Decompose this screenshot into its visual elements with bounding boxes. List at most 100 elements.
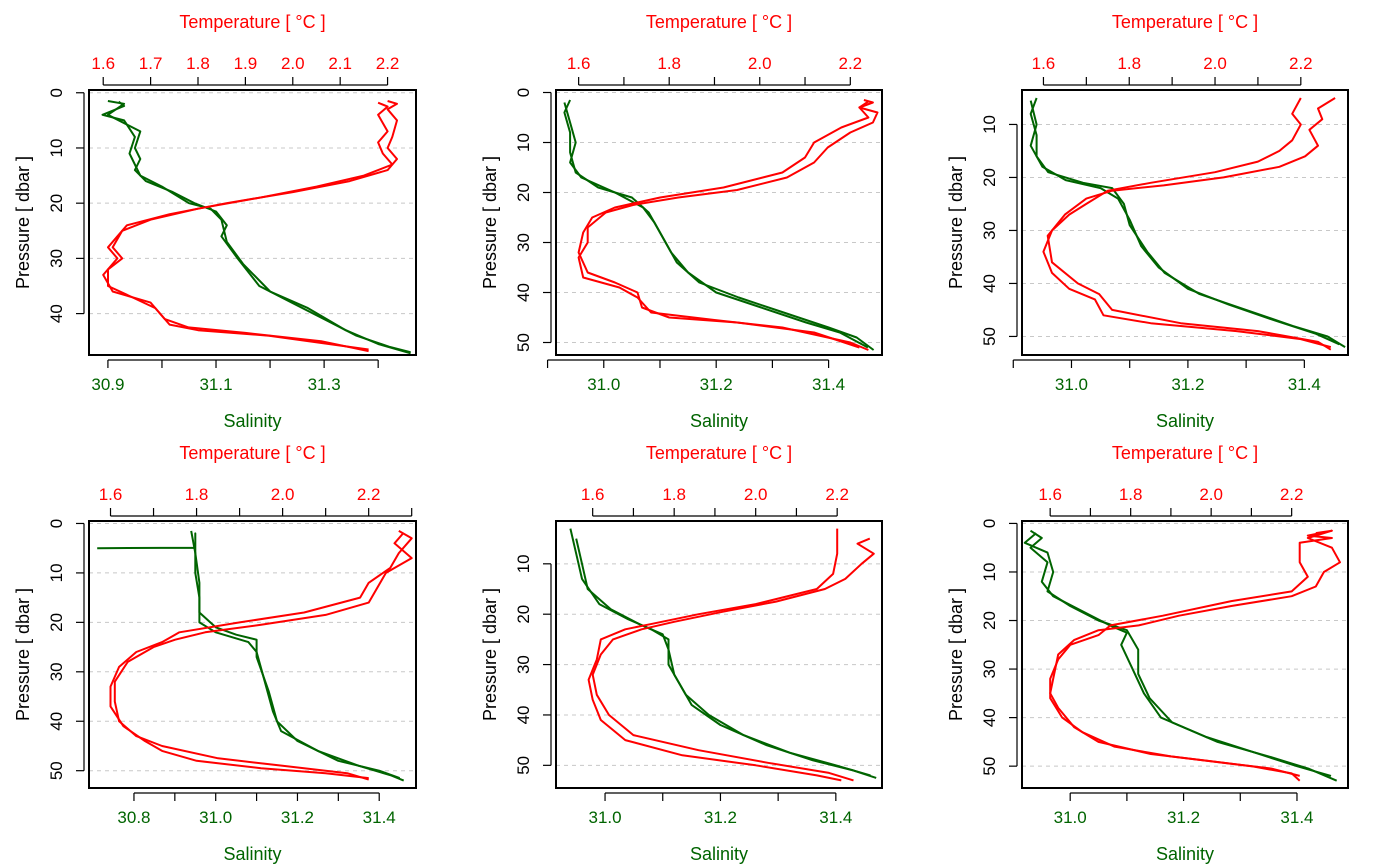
temperature-profile-line <box>1049 529 1341 777</box>
pressure-tick-label: 40 <box>47 304 66 323</box>
temperature-tick-label: 1.8 <box>1117 54 1141 73</box>
salinity-tick-label: 30.9 <box>91 375 124 394</box>
pressure-tick-label: 20 <box>514 605 533 624</box>
pressure-tick-label: 30 <box>514 233 533 252</box>
plot-frame <box>88 89 417 356</box>
temperature-tick-label: 2.1 <box>328 54 352 73</box>
pressure-tick-label: 10 <box>514 554 533 573</box>
ctd-panel-5: 1.6 1.8 2.0 2.2 Temperature [ °C ] 31.0 31.2 31… <box>480 443 883 864</box>
salinity-tick-label: 31.4 <box>1280 808 1313 827</box>
plot-frame <box>1021 520 1349 789</box>
pressure-tick-label: 10 <box>47 563 66 582</box>
temperature-profile-line <box>591 537 875 782</box>
temperature-profile-line <box>1049 529 1333 782</box>
temperature-tick-label: 2.0 <box>271 485 295 504</box>
salinity-tick-label: 30.8 <box>117 808 150 827</box>
temperature-tick-label: 1.9 <box>234 54 258 73</box>
pressure-axis-title: Pressure [ dbar ] <box>13 588 33 721</box>
plot-frame <box>555 520 883 789</box>
pressure-tick-label: 0 <box>47 519 66 528</box>
pressure-tick-label: 30 <box>514 655 533 674</box>
temperature-tick-label: 2.0 <box>1203 54 1227 73</box>
pressure-axis-title: Pressure [ dbar ] <box>480 156 500 289</box>
temperature-tick-label: 1.8 <box>662 485 686 504</box>
ctd-panel-1: 1.6 1.7 1.8 1.9 2.0 2.1 2.2 Temperature [ °C ] 3… <box>13 12 417 431</box>
pressure-tick-label: 50 <box>514 756 533 775</box>
temperature-tick-label: 1.8 <box>186 54 210 73</box>
salinity-tick-label: 31.0 <box>588 808 621 827</box>
temperature-axis-title: Temperature [ °C ] <box>646 443 792 463</box>
pressure-tick-label: 0 <box>514 88 533 97</box>
temperature-tick-label: 1.6 <box>1038 485 1062 504</box>
temperature-tick-label: 2.2 <box>357 485 381 504</box>
salinity-profile-line <box>1023 532 1338 782</box>
pressure-tick-label: 50 <box>47 761 66 780</box>
ctd-panel-3: 1.6 1.8 2.0 2.2 Temperature [ °C ] 31.0 31.2 31… <box>946 12 1349 431</box>
salinity-profile-line <box>1029 529 1332 777</box>
salinity-profile-line <box>106 100 411 354</box>
temperature-profile-line <box>587 528 842 782</box>
temperature-profile-line <box>107 101 394 353</box>
pressure-tick-label: 20 <box>980 168 999 187</box>
pressure-tick-label: 10 <box>980 115 999 134</box>
temperature-tick-label: 2.2 <box>825 485 849 504</box>
pressure-tick-label: 40 <box>47 712 66 731</box>
temperature-tick-label: 1.8 <box>657 54 681 73</box>
temperature-tick-label: 1.6 <box>567 54 591 73</box>
pressure-tick-label: 40 <box>514 705 533 724</box>
pressure-tick-label: 20 <box>47 194 66 213</box>
salinity-tick-label: 31.0 <box>1054 808 1087 827</box>
temperature-profile-line <box>102 100 398 351</box>
salinity-profile-line <box>190 530 401 780</box>
temperature-tick-label: 1.8 <box>185 485 209 504</box>
salinity-profile-line <box>1029 97 1346 348</box>
salinity-axis-title: Salinity <box>1156 411 1214 431</box>
temperature-profile-line <box>1046 97 1336 351</box>
temperature-tick-label: 2.0 <box>744 485 768 504</box>
temperature-tick-label: 2.2 <box>376 54 400 73</box>
salinity-tick-label: 31.1 <box>199 375 232 394</box>
salinity-tick-label: 31.4 <box>363 808 396 827</box>
salinity-profile-line <box>575 538 871 777</box>
salinity-tick-label: 31.2 <box>281 808 314 827</box>
temperature-axis-title: Temperature [ °C ] <box>179 12 325 32</box>
ctd-panel-2: 1.6 1.8 2.0 2.2 Temperature [ °C ] 31.0 31.2 31… <box>480 12 883 431</box>
ctd-panel-6: 1.6 1.8 2.0 2.2 Temperature [ °C ] 31.0 31.2 31… <box>946 443 1349 864</box>
pressure-tick-label: 10 <box>514 133 533 152</box>
pressure-tick-label: 20 <box>514 183 533 202</box>
salinity-tick-label: 31.2 <box>1171 375 1204 394</box>
temperature-profile-line <box>109 530 413 780</box>
salinity-tick-label: 31.0 <box>1055 375 1088 394</box>
salinity-axis-title: Salinity <box>690 411 748 431</box>
plot-frame <box>555 89 883 356</box>
salinity-tick-label: 31.4 <box>812 375 845 394</box>
salinity-profile-line <box>563 102 875 351</box>
temperature-profile-line <box>1042 97 1332 349</box>
plot-frame <box>1021 89 1349 356</box>
pressure-tick-label: 40 <box>980 708 999 727</box>
pressure-tick-label: 50 <box>980 757 999 776</box>
pressure-tick-label: 30 <box>47 249 66 268</box>
temperature-tick-label: 2.2 <box>838 54 862 73</box>
salinity-axis-title: Salinity <box>690 844 748 864</box>
pressure-tick-label: 30 <box>980 221 999 240</box>
pressure-axis-title: Pressure [ dbar ] <box>480 588 500 721</box>
temperature-tick-label: 1.7 <box>139 54 163 73</box>
temperature-tick-label: 2.2 <box>1280 485 1304 504</box>
pressure-axis-title: Pressure [ dbar ] <box>946 588 966 721</box>
salinity-profile-line <box>1029 100 1340 346</box>
salinity-axis-title: Salinity <box>223 844 281 864</box>
temperature-tick-label: 1.6 <box>1032 54 1056 73</box>
pressure-tick-label: 30 <box>980 660 999 679</box>
temperature-tick-label: 1.8 <box>1119 485 1143 504</box>
temperature-tick-label: 1.6 <box>91 54 115 73</box>
salinity-tick-label: 31.2 <box>700 375 733 394</box>
salinity-profile-line <box>97 532 405 782</box>
temperature-profile-line <box>113 532 413 781</box>
pressure-tick-label: 0 <box>47 88 66 97</box>
temperature-tick-label: 2.2 <box>1289 54 1313 73</box>
pressure-tick-label: 10 <box>47 139 66 158</box>
temperature-profile-line <box>577 99 874 349</box>
pressure-tick-label: 50 <box>514 333 533 352</box>
